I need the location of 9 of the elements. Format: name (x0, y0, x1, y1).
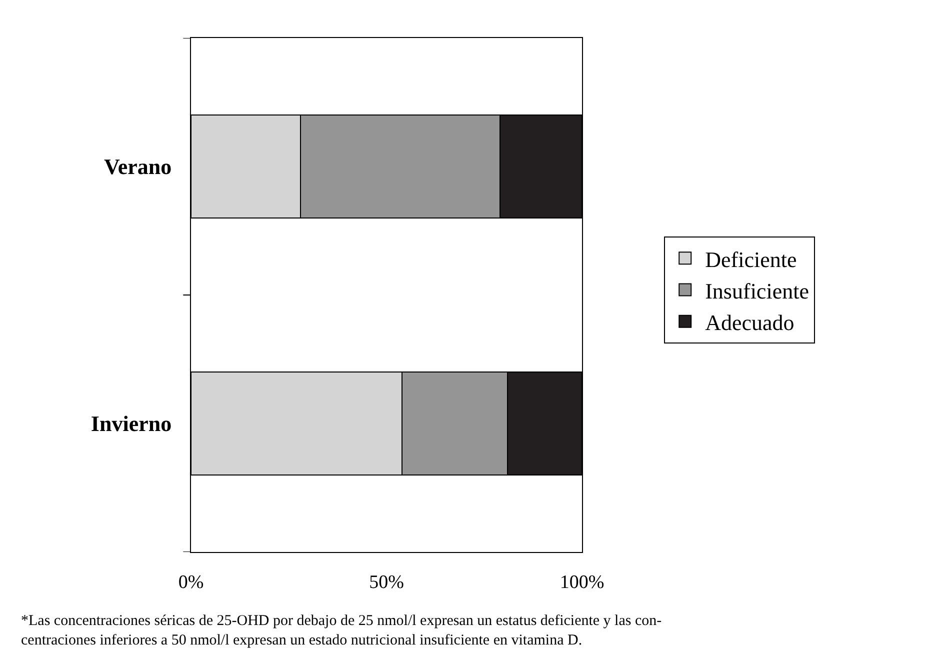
x-tick-label: 0% (178, 572, 204, 593)
text: *Las concentraciones séricas de 25-OHD por debajo de 25 nmol/l expresan un estatus deficiente y las con- centraciones inferiores a 50 nmol/l expresan un estado nutricional insuficiente en vitamina D. (21, 613, 662, 648)
legend-label: Insuficiente (705, 278, 809, 304)
y-tick-label: Invierno (90, 411, 172, 436)
x-tick-label: 100% (560, 572, 604, 593)
x-tick-label: 50% (369, 572, 404, 593)
y-tick-label: Verano (104, 154, 172, 180)
legend-label: Adecuado (705, 310, 794, 335)
legend-label: Deficiente (705, 246, 797, 272)
